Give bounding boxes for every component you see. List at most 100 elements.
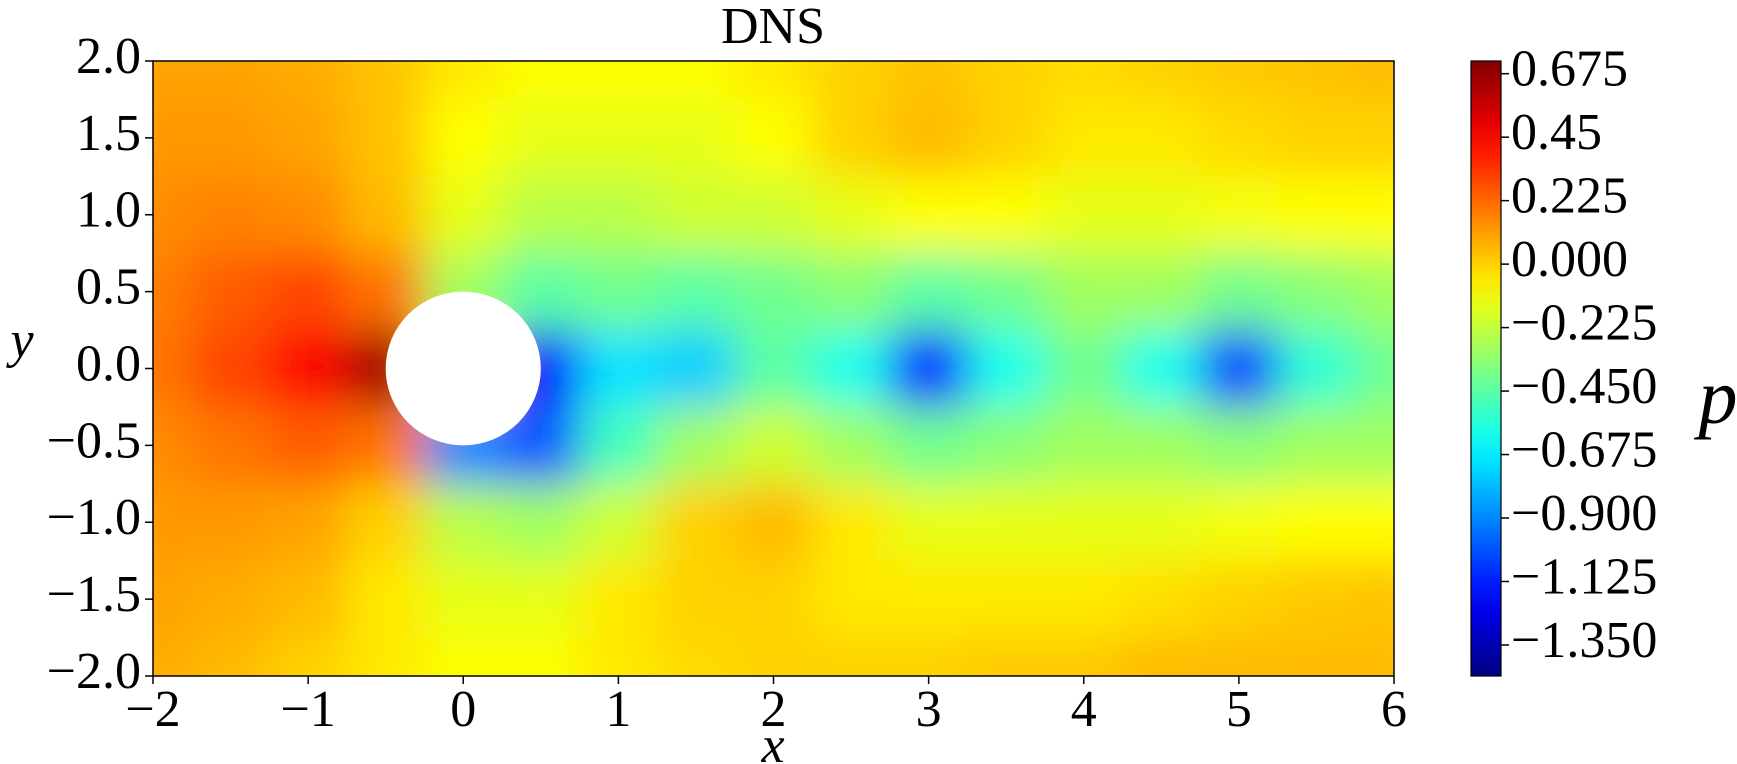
- field-cell: [1277, 330, 1356, 407]
- field-cell: [1200, 176, 1278, 254]
- field-cell: [889, 176, 968, 254]
- field-cell: [1122, 483, 1201, 561]
- field-cell: [1200, 637, 1278, 676]
- field-cell: [269, 637, 347, 676]
- field-cell: [812, 560, 890, 638]
- field-cell: [889, 61, 968, 100]
- colorbar-tick-label: −0.900: [1511, 485, 1657, 542]
- field-cell: [502, 560, 580, 638]
- y-tick-label: −1.5: [47, 566, 141, 623]
- colorbar-tick-label: −1.125: [1511, 548, 1657, 605]
- y-axis-label: y: [5, 312, 34, 369]
- field-cell: [269, 253, 347, 331]
- field-cell: [269, 99, 347, 177]
- field-cell: [889, 560, 968, 638]
- field-cell: [579, 560, 658, 638]
- field-cell: [1122, 560, 1201, 638]
- field-cell: [734, 253, 813, 331]
- field-cell: [1044, 176, 1123, 254]
- field-cell: [502, 483, 580, 561]
- field-cell: [1044, 637, 1123, 676]
- field-cell: [967, 330, 1045, 407]
- field-cell: [502, 176, 580, 254]
- field-cell: [502, 99, 580, 177]
- field-cell: [1122, 330, 1201, 407]
- field-cell: [424, 560, 503, 638]
- field-cell: [153, 483, 192, 561]
- field-cell: [1044, 253, 1123, 331]
- x-axis-label: x: [760, 717, 784, 764]
- y-tick-label: 1.0: [76, 182, 141, 239]
- field-cell: [191, 253, 270, 331]
- colorbar-label: p: [1694, 353, 1737, 440]
- field-cell: [1277, 176, 1356, 254]
- y-tick-label: 0.5: [76, 259, 141, 316]
- field-cell: [967, 176, 1045, 254]
- field-cell: [191, 483, 270, 561]
- field-cell: [967, 61, 1045, 100]
- field-cell: [1044, 483, 1123, 561]
- field-cell: [889, 637, 968, 676]
- field-cell: [153, 637, 192, 676]
- field-cell: [889, 253, 968, 331]
- field-cell: [1122, 61, 1201, 100]
- field-cell: [1277, 560, 1356, 638]
- colorbar-tick-label: 0.000: [1511, 231, 1628, 288]
- field-cell: [1122, 99, 1201, 177]
- field-cell: [967, 560, 1045, 638]
- field-cell: [191, 637, 270, 676]
- field-cell: [346, 483, 425, 561]
- field-cell: [967, 99, 1045, 177]
- field-cell: [191, 61, 270, 100]
- field-cell: [1277, 406, 1356, 484]
- field-cell: [812, 483, 890, 561]
- field-cell: [1044, 560, 1123, 638]
- x-tick-label: −2: [125, 681, 180, 738]
- field-cell: [1355, 61, 1394, 100]
- field-cell: [502, 61, 580, 100]
- field-cell: [502, 637, 580, 676]
- field-cell: [424, 176, 503, 254]
- field-cell: [967, 253, 1045, 331]
- colorbar-tick-label: −0.225: [1511, 295, 1657, 352]
- field-cell: [191, 406, 270, 484]
- field-cell: [967, 406, 1045, 484]
- y-tick-label: 2.0: [76, 28, 141, 85]
- field-cell: [153, 176, 192, 254]
- field-cell: [889, 99, 968, 177]
- field-cell: [579, 99, 658, 177]
- field-cell: [657, 61, 735, 100]
- x-tick-label: 1: [605, 681, 631, 738]
- field-cell: [1044, 61, 1123, 100]
- field-cell: [967, 637, 1045, 676]
- field-cell: [424, 483, 503, 561]
- field: [153, 61, 1394, 676]
- x-tick-label: 4: [1071, 681, 1097, 738]
- field-cell: [153, 253, 192, 331]
- field-cell: [1277, 483, 1356, 561]
- field-cell: [657, 330, 735, 407]
- field-cell: [1355, 637, 1394, 676]
- field-cell: [889, 406, 968, 484]
- y-tick-label: −0.5: [47, 412, 141, 469]
- field-cell: [1355, 330, 1394, 407]
- field-cell: [1122, 406, 1201, 484]
- colorbar: [1470, 60, 1502, 677]
- field-cell: [1277, 61, 1356, 100]
- field-cell: [153, 406, 192, 484]
- x-tick-label: 0: [450, 681, 476, 738]
- field-cell: [734, 560, 813, 638]
- field-cell: [269, 330, 347, 407]
- field-cell: [269, 483, 347, 561]
- field-cell: [812, 61, 890, 100]
- field-cell: [346, 560, 425, 638]
- field-cell: [579, 176, 658, 254]
- field-cell: [579, 61, 658, 100]
- field-cell: [1355, 253, 1394, 331]
- y-tick-label: −1.0: [47, 489, 141, 546]
- field-cell: [1355, 406, 1394, 484]
- field-cell: [734, 176, 813, 254]
- field-cell: [1200, 99, 1278, 177]
- field-cell: [812, 406, 890, 484]
- field-cell: [579, 330, 658, 407]
